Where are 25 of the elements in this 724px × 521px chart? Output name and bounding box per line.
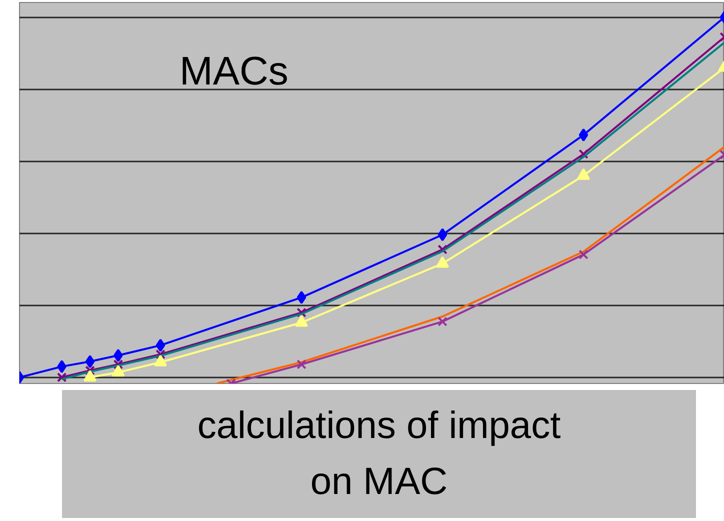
point — [438, 244, 448, 254]
point — [295, 315, 308, 327]
point — [56, 372, 67, 382]
point — [438, 316, 448, 326]
point — [296, 290, 306, 304]
point — [57, 360, 66, 374]
point — [578, 149, 588, 159]
point — [438, 228, 448, 242]
point — [113, 360, 124, 370]
point — [296, 308, 306, 318]
point — [84, 370, 96, 382]
point — [112, 364, 125, 377]
point — [156, 338, 166, 352]
point — [296, 360, 306, 370]
point — [114, 348, 123, 362]
text: calculations of impact on MAC — [197, 404, 561, 505]
point — [578, 128, 588, 142]
point — [577, 168, 590, 180]
point — [154, 354, 167, 366]
point — [578, 250, 588, 260]
point — [436, 256, 449, 268]
point — [85, 355, 95, 368]
point — [85, 366, 95, 376]
point — [156, 349, 166, 360]
annotation: MACs — [180, 50, 288, 94]
